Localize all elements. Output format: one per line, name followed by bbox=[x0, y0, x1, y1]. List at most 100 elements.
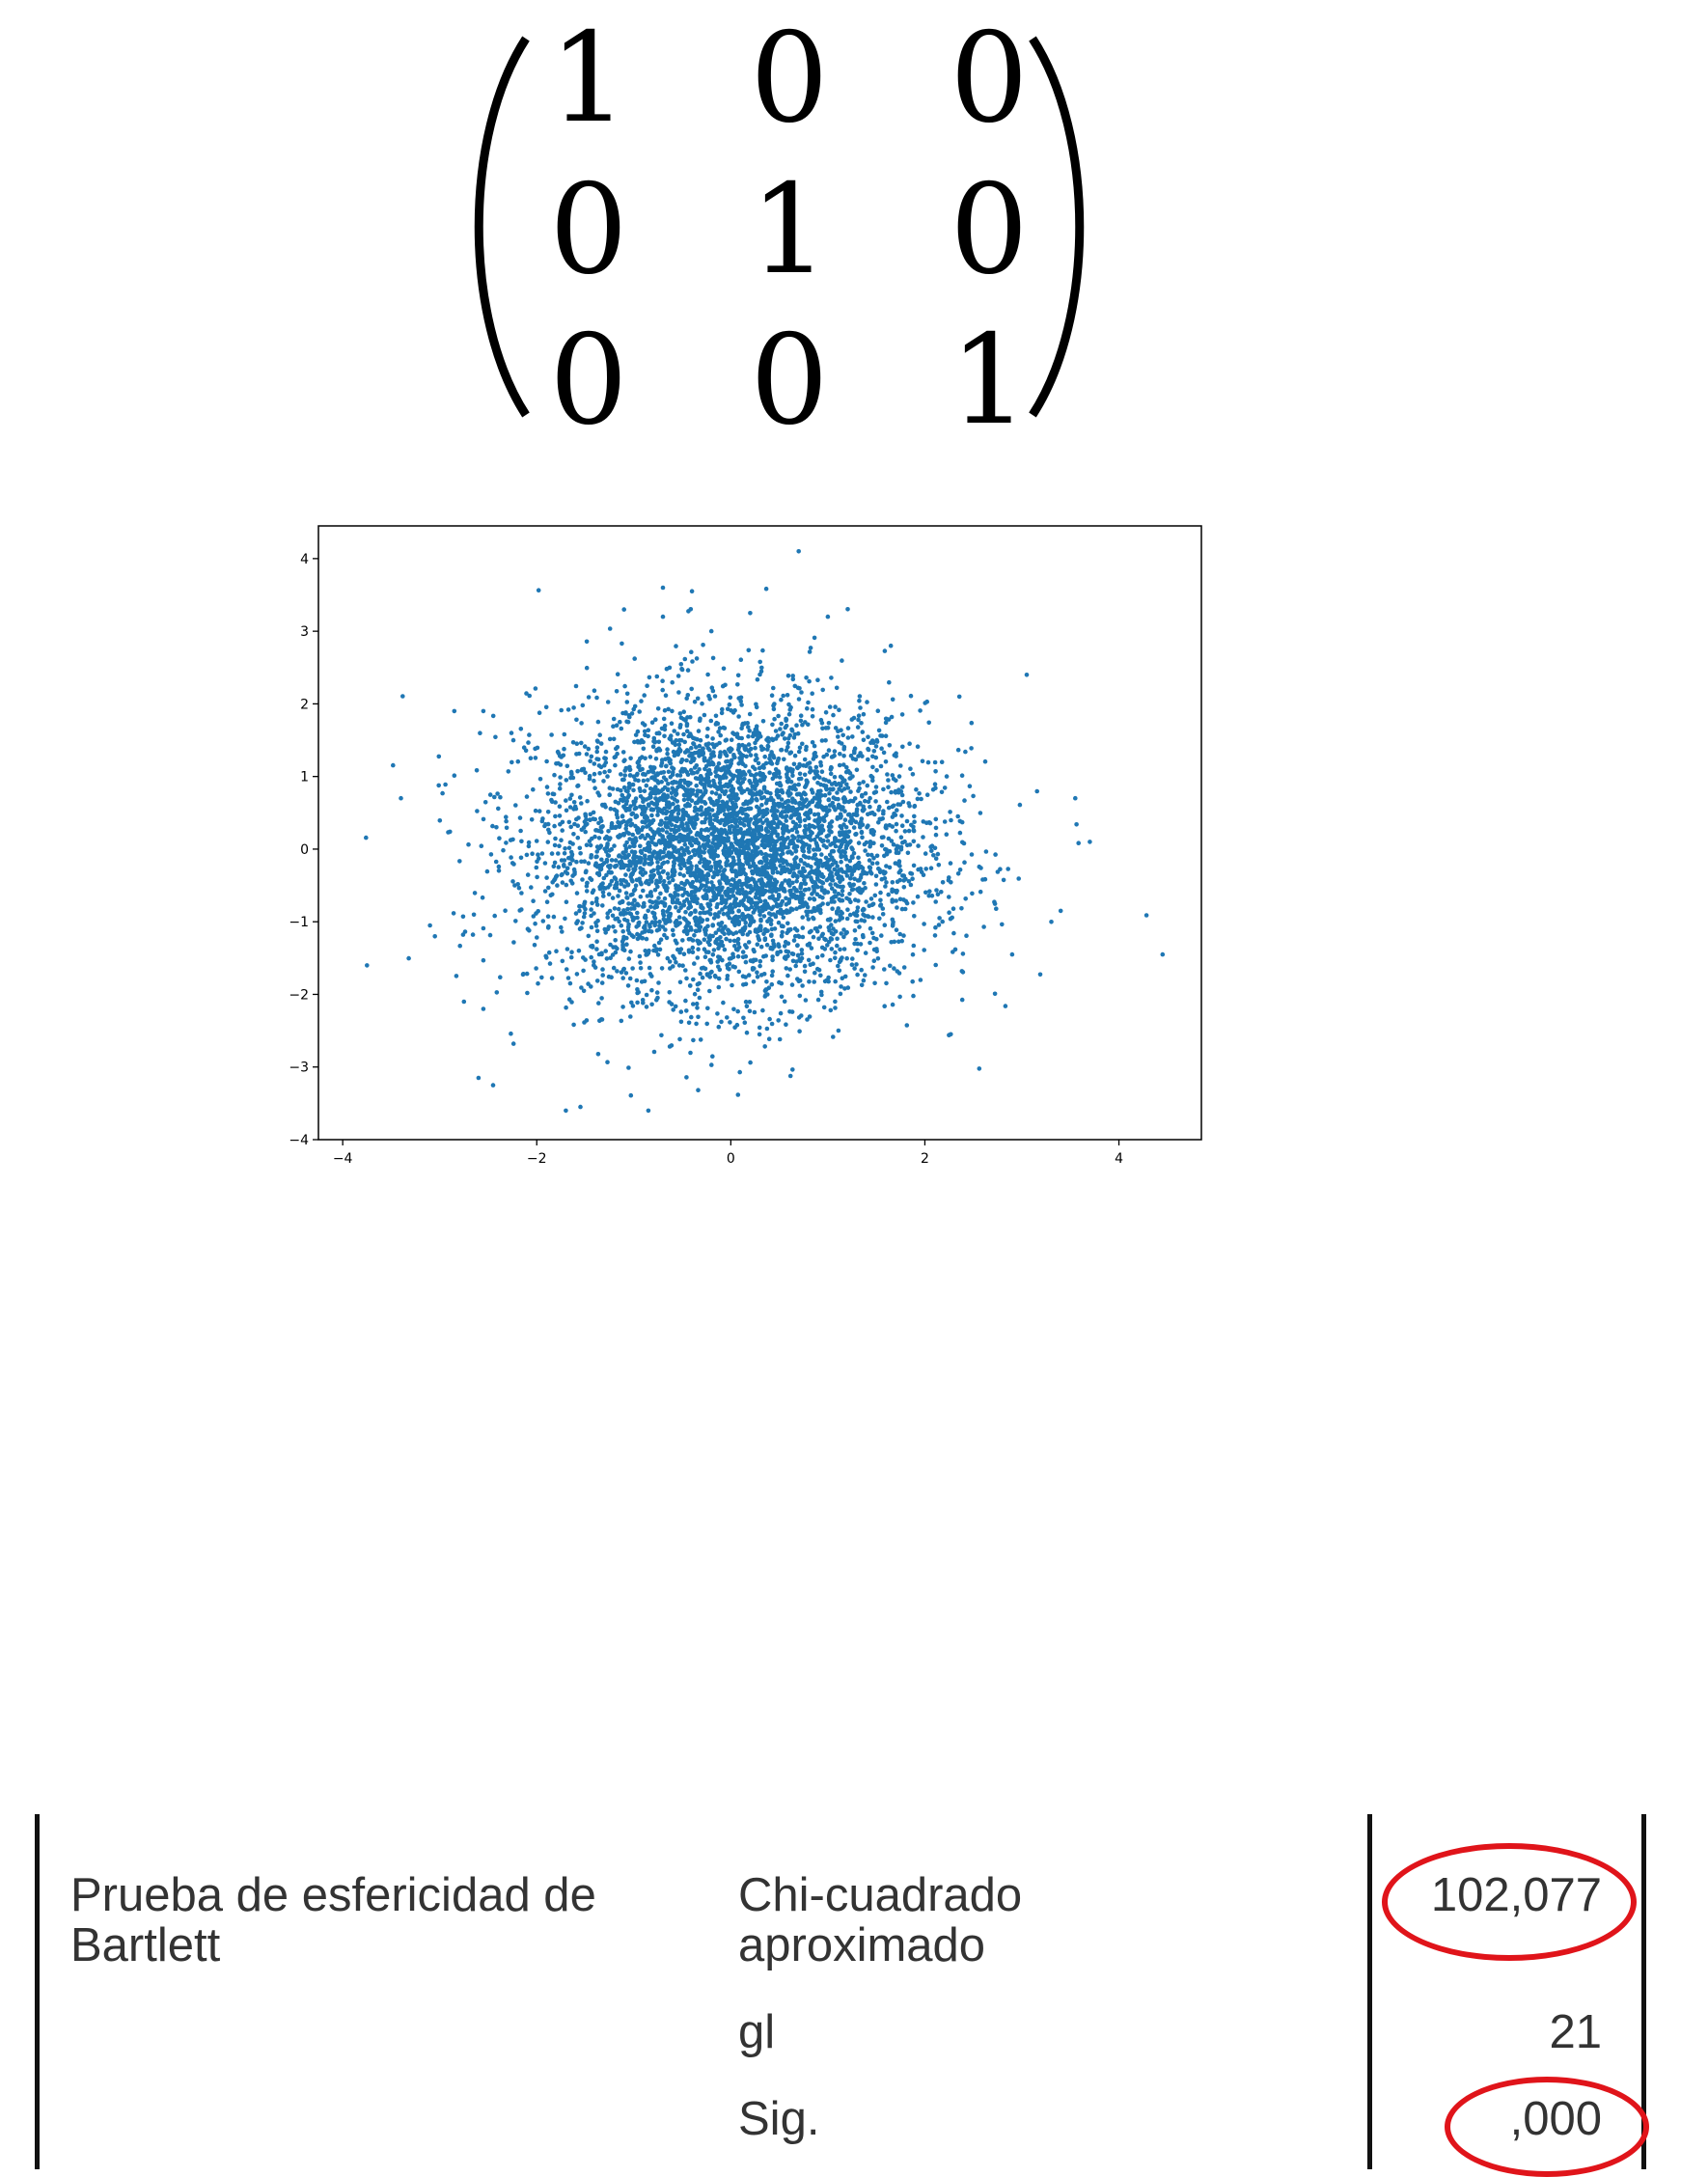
scatter-point bbox=[771, 896, 777, 902]
scatter-point bbox=[860, 866, 866, 870]
scatter-point bbox=[677, 871, 682, 876]
scatter-point bbox=[782, 944, 787, 949]
scatter-point bbox=[692, 852, 698, 858]
scatter-point bbox=[657, 947, 663, 952]
scatter-point bbox=[629, 849, 635, 854]
scatter-point bbox=[1088, 840, 1092, 844]
scatter-point bbox=[527, 732, 532, 737]
scatter-point bbox=[613, 938, 618, 943]
scatter-point bbox=[557, 785, 563, 791]
scatter-point bbox=[758, 779, 763, 784]
scatter-point bbox=[533, 756, 538, 760]
scatter-point bbox=[660, 614, 666, 620]
scatter-point bbox=[743, 975, 748, 979]
scatter-point bbox=[595, 1052, 601, 1057]
scatter-point bbox=[794, 928, 800, 933]
scatter-point bbox=[852, 876, 857, 882]
scatter-point bbox=[622, 683, 627, 689]
scatter-point bbox=[926, 893, 931, 898]
scatter-point bbox=[878, 763, 884, 769]
scatter-point bbox=[689, 686, 694, 692]
scatter-point bbox=[702, 756, 707, 760]
scatter-point bbox=[658, 822, 664, 827]
scatter-point bbox=[738, 695, 744, 701]
scatter-point bbox=[692, 898, 697, 904]
scatter-point bbox=[608, 882, 613, 887]
scatter-point bbox=[784, 818, 788, 823]
scatter-point bbox=[693, 928, 699, 934]
scatter-point bbox=[605, 1060, 610, 1064]
scatter-point bbox=[831, 848, 837, 854]
scatter-point bbox=[699, 836, 704, 840]
scatter-point bbox=[798, 718, 804, 724]
scatter-point bbox=[642, 723, 647, 728]
scatter-point bbox=[551, 914, 557, 920]
scatter-point bbox=[942, 785, 948, 790]
scatter-point bbox=[783, 844, 787, 850]
scatter-point bbox=[632, 843, 637, 848]
scatter-point bbox=[732, 833, 737, 839]
scatter-point bbox=[736, 969, 742, 975]
scatter-point bbox=[552, 772, 557, 778]
scatter-point bbox=[713, 785, 719, 789]
scatter-point bbox=[907, 741, 912, 746]
scatter-point bbox=[487, 932, 493, 938]
scatter-point bbox=[542, 861, 548, 866]
scatter-point bbox=[592, 778, 596, 784]
scatter-point bbox=[713, 975, 718, 979]
scatter-point bbox=[601, 885, 606, 891]
scatter-point bbox=[759, 834, 765, 839]
scatter-point bbox=[789, 813, 794, 818]
scatter-point bbox=[673, 823, 678, 829]
scatter-point bbox=[606, 829, 611, 834]
scatter-point bbox=[677, 782, 682, 786]
scatter-point bbox=[732, 944, 737, 949]
scatter-point bbox=[573, 911, 579, 916]
scatter-point bbox=[630, 879, 635, 884]
scatter-point bbox=[919, 796, 923, 802]
scatter-point bbox=[696, 947, 701, 951]
scatter-point bbox=[594, 738, 600, 743]
scatter-point bbox=[763, 953, 768, 958]
scatter-point bbox=[723, 788, 729, 794]
scatter-point bbox=[746, 733, 751, 739]
scatter-point bbox=[671, 896, 675, 901]
scatter-point bbox=[718, 786, 724, 792]
scatter-point bbox=[878, 897, 883, 903]
scatter-point bbox=[664, 816, 669, 821]
scatter-point bbox=[937, 916, 942, 921]
scatter-point bbox=[643, 913, 648, 919]
scatter-point bbox=[504, 825, 510, 831]
scatter-point bbox=[931, 853, 936, 858]
scatter-point bbox=[723, 844, 729, 850]
scatter-point bbox=[738, 758, 743, 763]
scatter-point bbox=[880, 912, 886, 917]
scatter-point bbox=[607, 792, 613, 797]
scatter-point bbox=[704, 972, 710, 977]
scatter-point bbox=[634, 805, 639, 811]
scatter-point bbox=[826, 797, 832, 803]
scatter-point bbox=[902, 839, 907, 844]
scatter-point bbox=[695, 791, 700, 797]
scatter-point bbox=[837, 868, 841, 872]
scatter-point bbox=[639, 699, 644, 703]
scatter-point bbox=[676, 908, 681, 914]
scatter-point bbox=[804, 909, 809, 915]
scatter-point bbox=[844, 764, 849, 770]
scatter-point bbox=[800, 741, 805, 747]
scatter-point bbox=[764, 810, 770, 815]
scatter-point bbox=[709, 685, 715, 690]
scatter-point bbox=[747, 806, 752, 812]
scatter-point bbox=[781, 730, 785, 735]
scatter-point bbox=[915, 894, 921, 899]
scatter-point bbox=[526, 740, 531, 745]
scatter-point bbox=[865, 783, 870, 788]
scatter-point bbox=[768, 945, 774, 951]
scatter-point bbox=[912, 914, 917, 919]
scatter-point bbox=[613, 858, 619, 863]
scatter-point bbox=[626, 1065, 631, 1070]
scatter-point bbox=[796, 749, 802, 755]
scatter-point bbox=[859, 830, 865, 836]
scatter-point bbox=[592, 761, 597, 766]
scatter-point bbox=[795, 943, 800, 949]
